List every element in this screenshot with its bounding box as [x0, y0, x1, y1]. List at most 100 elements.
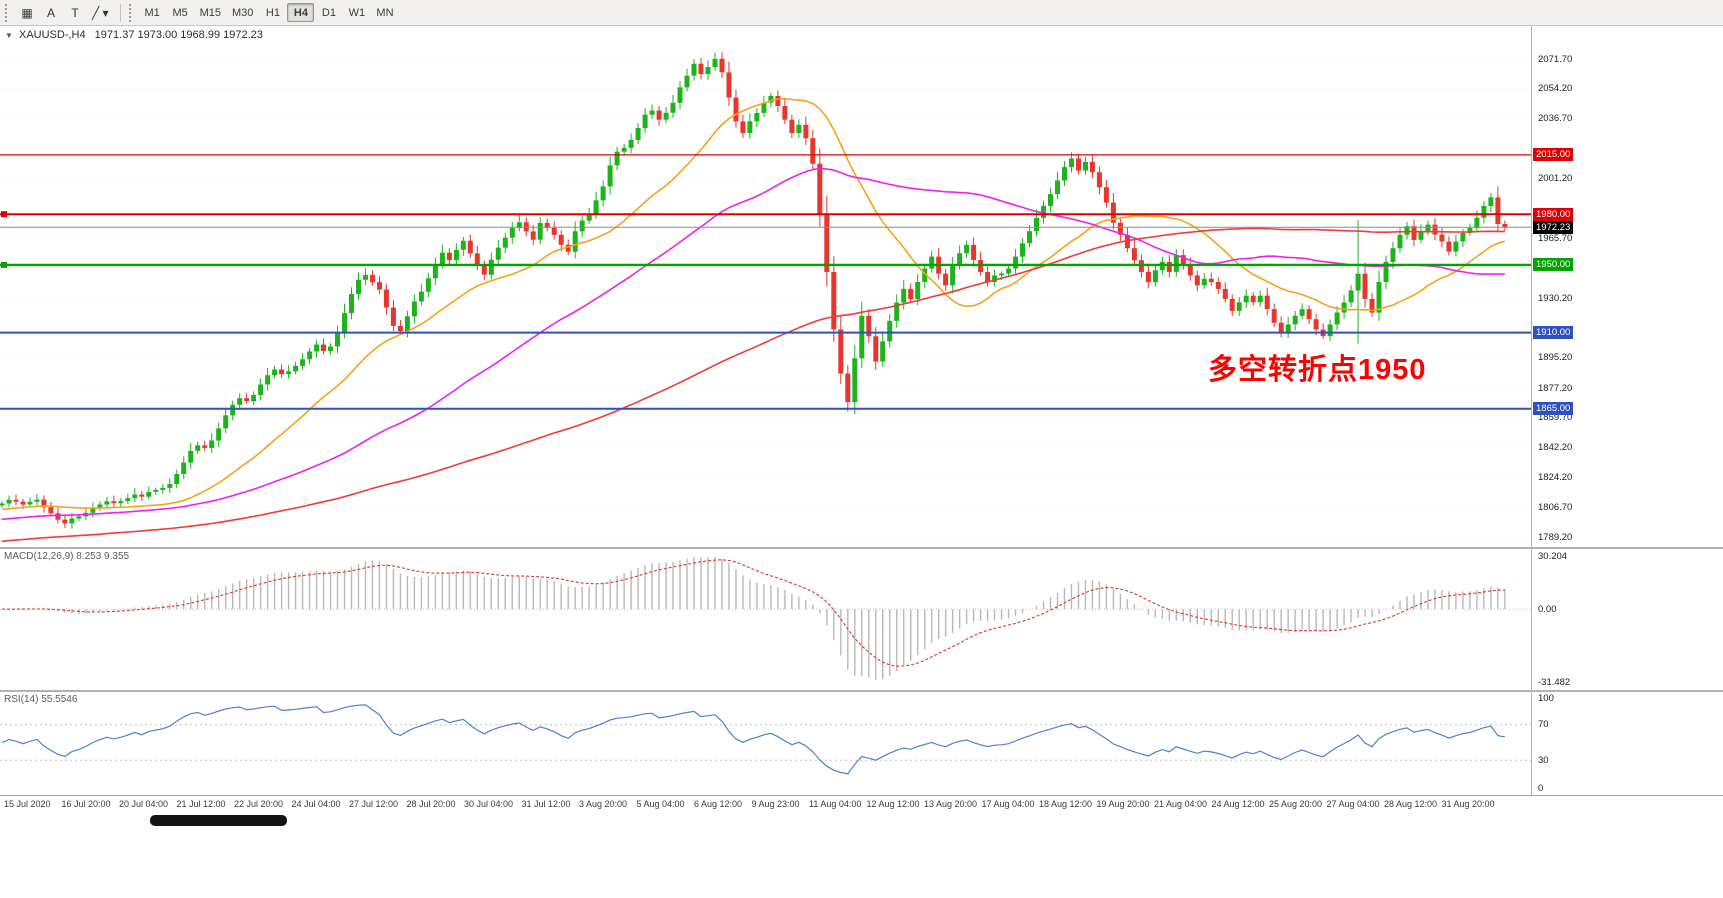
price-axis-label: 1965.70: [1538, 232, 1573, 244]
ma-fast-line: [1, 97, 1506, 511]
time-label: 19 Aug 20:00: [1096, 799, 1150, 809]
time-label: 31 Aug 20:00: [1441, 799, 1495, 809]
timeframe-m15[interactable]: M15: [195, 3, 226, 22]
type-tool-button[interactable]: T: [63, 3, 87, 23]
rsi-axis-top: 100: [1538, 693, 1554, 704]
price-axis-label: 1806.70: [1538, 501, 1573, 513]
time-label: 21 Aug 04:00: [1154, 799, 1208, 809]
ma-mid-line: [1, 167, 1505, 521]
symbol-period-label: XAUUSD-,H4: [18, 29, 86, 41]
macd-chart-canvas[interactable]: [0, 549, 1531, 690]
time-label: 25 Aug 20:00: [1269, 799, 1323, 809]
pane-divider[interactable]: [0, 547, 1723, 549]
price-axis-label: 1842.20: [1538, 441, 1573, 453]
chart-area: ▼ XAUUSD-,H4 1971.37 1973.00 1968.99 197…: [0, 26, 1723, 812]
top-toolbar: ▦ A T ╱ ▾ M1 M5 M15 M30 H1 H4 D1 W1 MN: [0, 0, 1723, 26]
ohlc-values: 1971.37 1973.00 1968.99 1972.23: [94, 29, 263, 41]
tool-group: ▦ A T ╱ ▾: [15, 3, 114, 23]
time-label: 21 Jul 12:00: [176, 799, 226, 809]
timeframe-m5[interactable]: M5: [167, 3, 194, 22]
rsi-axis-30: 30: [1538, 754, 1549, 766]
time-label: 28 Aug 12:00: [1384, 799, 1438, 809]
time-label: 13 Aug 20:00: [924, 799, 978, 809]
ma-slow-line: [1, 227, 1505, 543]
macd-axis-zero: 0.00: [1538, 603, 1557, 615]
horizontal-scrollbar-thumb[interactable]: [150, 815, 287, 826]
price-axis-label: 1930.20: [1538, 292, 1573, 304]
level-handle-1950.00: [1, 261, 7, 268]
timeframe-w1[interactable]: W1: [343, 3, 370, 22]
price-axis-column[interactable]: 2071.70 2054.20 2036.70 2001.20 1965.70 1930.…: [1531, 26, 1601, 812]
time-label: 20 Jul 04:00: [119, 799, 169, 809]
chart-grid-icon[interactable]: ▦: [15, 3, 39, 23]
price-tag-1980.00: 1980.00: [1533, 207, 1574, 221]
price-axis-label: 1895.20: [1538, 352, 1573, 364]
bottom-strip: [0, 812, 1723, 898]
time-label: 3 Aug 20:00: [579, 799, 628, 809]
time-label: 31 Jul 12:00: [521, 799, 571, 809]
time-label: 16 Jul 20:00: [61, 799, 111, 809]
price-tag-1910.00: 1910.00: [1533, 326, 1574, 340]
price-tag-1950.00: 1950.00: [1533, 258, 1574, 272]
macd-axis-bottom: -31.482: [1538, 677, 1571, 688]
annotation-text: 多空转折点1950: [1208, 354, 1427, 386]
collapse-icon[interactable]: ▼: [5, 31, 13, 40]
price-pane[interactable]: ▼ XAUUSD-,H4 1971.37 1973.00 1968.99 197…: [0, 26, 1531, 547]
price-axis-label: 2036.70: [1538, 112, 1573, 124]
time-label: 28 Jul 20:00: [406, 799, 456, 809]
time-label: 22 Jul 20:00: [234, 799, 284, 809]
time-label: 18 Aug 12:00: [1039, 799, 1093, 809]
timeframe-mn[interactable]: MN: [371, 3, 398, 22]
macd-histogram: [8, 557, 1506, 680]
price-tag-2015.00: 2015.00: [1533, 148, 1574, 162]
pane-divider-2[interactable]: [0, 690, 1723, 692]
timeframe-group: M1 M5 M15 M30 H1 H4 D1 W1 MN: [139, 3, 399, 22]
rsi-label: RSI(14) 55.5546: [4, 694, 78, 705]
rsi-pane[interactable]: RSI(14) 55.5546: [0, 692, 1531, 795]
macd-axis-top: 30.204: [1538, 551, 1568, 562]
time-label: 24 Jul 04:00: [291, 799, 341, 809]
price-tag-1865.00: 1865.00: [1533, 402, 1574, 416]
toolbar-gripper-2[interactable]: [128, 3, 135, 22]
time-label: 27 Jul 12:00: [349, 799, 399, 809]
macd-pane[interactable]: MACD(12,26,9) 8.253 9.355: [0, 549, 1531, 690]
time-label: 30 Jul 04:00: [464, 799, 514, 809]
time-label: 6 Aug 12:00: [694, 799, 743, 809]
time-label: 11 Aug 04:00: [809, 799, 862, 809]
timeframe-h1[interactable]: H1: [259, 3, 286, 22]
price-axis-label: 1789.20: [1538, 531, 1573, 543]
chart-title: ▼ XAUUSD-,H4 1971.37 1973.00 1968.99 197…: [5, 29, 263, 41]
time-label: 24 Aug 12:00: [1211, 799, 1265, 809]
ma-lines-layer: [1, 97, 1506, 543]
price-axis-label: 2001.20: [1538, 172, 1573, 184]
time-label: 27 Aug 04:00: [1326, 799, 1380, 809]
text-tool-button[interactable]: A: [39, 3, 63, 23]
rsi-axis-70: 70: [1538, 719, 1549, 731]
price-chart-canvas[interactable]: [0, 26, 1531, 547]
time-label: 12 Aug 12:00: [866, 799, 920, 809]
timeframe-d1[interactable]: D1: [315, 3, 342, 22]
price-axis-label: 2071.70: [1538, 53, 1573, 65]
time-axis[interactable]: 15 Jul 2020 16 Jul 20:00 20 Jul 04:00 21 Ju…: [0, 795, 1723, 812]
time-label: 15 Jul 2020: [4, 799, 51, 809]
timeframe-h4[interactable]: H4: [287, 3, 315, 22]
grid-layer: [0, 58, 1531, 538]
price-axis-label: 2054.20: [1538, 83, 1573, 95]
current-price-tag: 1972.23: [1533, 220, 1574, 234]
toolbar-gripper[interactable]: [5, 3, 11, 22]
candles-layer: [0, 52, 1508, 529]
time-label: 9 Aug 23:00: [751, 799, 800, 809]
rsi-chart-canvas[interactable]: [0, 692, 1531, 795]
timeframe-m1[interactable]: M1: [139, 3, 166, 22]
shapes-dropdown[interactable]: ╱ ▾: [87, 3, 114, 23]
time-label: 5 Aug 04:00: [636, 799, 685, 809]
level-lines-layer: [0, 154, 1531, 410]
level-handle-1980.00: [1, 211, 7, 218]
time-label: 17 Aug 04:00: [981, 799, 1035, 809]
price-axis-label: 1859.70: [1538, 412, 1573, 424]
rsi-axis-bottom: 0: [1538, 783, 1544, 794]
macd-label: MACD(12,26,9) 8.253 9.355: [4, 551, 130, 562]
rsi-line: [1, 704, 1505, 775]
price-axis-label: 1877.20: [1538, 382, 1573, 394]
timeframe-m30[interactable]: M30: [227, 3, 258, 22]
